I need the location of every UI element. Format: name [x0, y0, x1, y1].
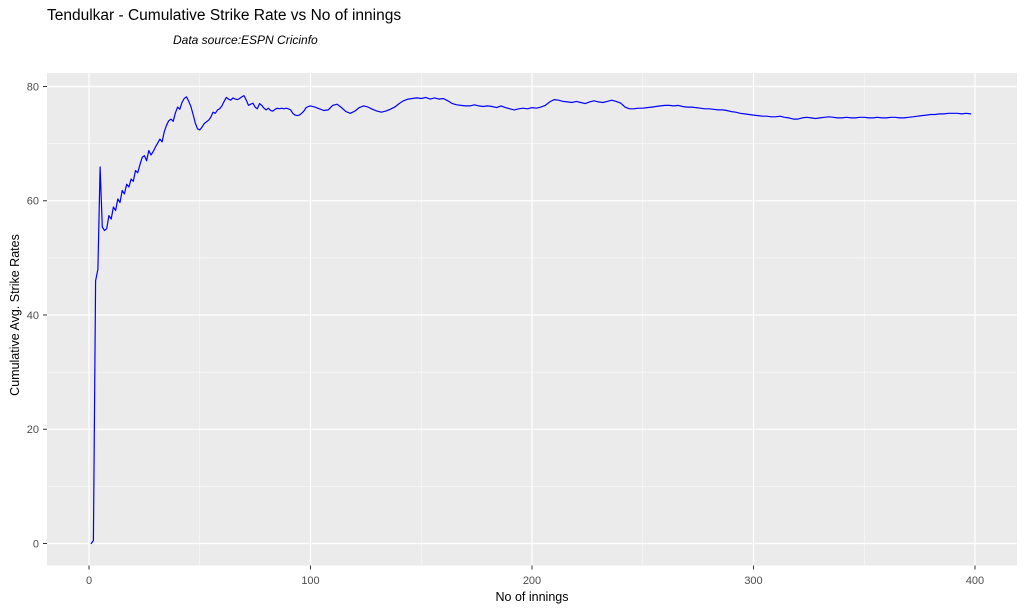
y-tick-label: 80 — [27, 81, 39, 93]
x-tick-label: 100 — [301, 575, 319, 587]
y-tick-label: 40 — [27, 310, 39, 322]
strike-rate-line — [90, 94, 972, 545]
y-tick-label: 0 — [33, 538, 39, 550]
y-axis-title: Cumulative Avg. Strike Rates — [8, 234, 22, 396]
x-tick-label: 0 — [86, 575, 92, 587]
y-tick-label: 20 — [27, 424, 39, 436]
x-axis-title: No of innings — [495, 590, 569, 604]
chart-subtitle: Data source:ESPN Cricinfo — [173, 33, 318, 47]
x-tick-label: 400 — [966, 575, 984, 587]
chart-title: Tendulkar - Cumulative Strike Rate vs No… — [47, 7, 402, 24]
x-tick-label: 200 — [523, 575, 541, 587]
y-tick-label: 60 — [27, 196, 39, 208]
x-tick-label: 300 — [744, 575, 762, 587]
